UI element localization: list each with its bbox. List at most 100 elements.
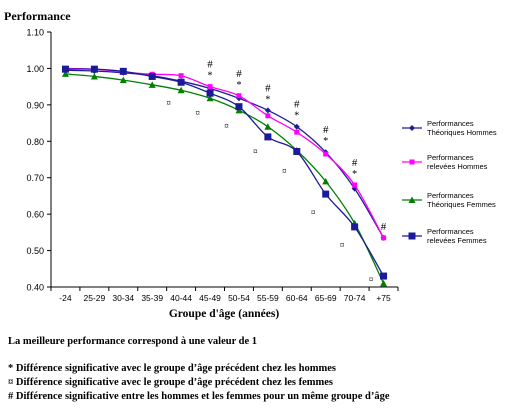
series-1 — [62, 67, 387, 241]
data-point — [235, 103, 243, 111]
y-tick-label: 0.90 — [26, 100, 44, 110]
data-point — [206, 94, 214, 102]
male-significance-mark: * — [265, 94, 270, 105]
data-point — [380, 272, 388, 280]
female-significance-mark: ¤ — [340, 240, 345, 250]
y-tick-label: 0.40 — [26, 283, 44, 293]
female-significance-mark: ¤ — [224, 121, 229, 131]
data-point — [90, 72, 98, 80]
legend-swatch-marker — [409, 159, 415, 165]
note-female-significance: ¤ Différence significative avec le group… — [8, 377, 334, 388]
sex-difference-mark: # — [323, 124, 329, 136]
x-tick-label: +75 — [376, 293, 391, 303]
series-4 — [61, 65, 388, 280]
data-point — [264, 133, 272, 141]
data-point — [148, 81, 156, 88]
data-point — [265, 113, 271, 119]
legend-label: Performances relevées Femmes — [427, 227, 487, 245]
data-point — [177, 86, 185, 94]
x-tick-label: 35-39 — [141, 293, 163, 303]
female-significance-mark: ¤ — [253, 146, 258, 156]
data-point — [148, 72, 156, 80]
y-tick-label: 1.00 — [26, 64, 44, 74]
female-significance-mark: ¤ — [369, 275, 374, 285]
note-sex-difference: # Différence significative entre les hom… — [8, 391, 390, 402]
data-point — [207, 84, 213, 90]
legend-item: Performances relevées Femmes — [402, 227, 487, 245]
data-point — [178, 73, 184, 79]
data-point — [294, 129, 300, 135]
y-tick-label: 0.50 — [26, 246, 44, 256]
chart-title: Performance — [4, 9, 71, 23]
series-2 — [62, 65, 387, 241]
male-significance-mark: * — [323, 136, 328, 147]
sex-difference-mark: # — [265, 82, 271, 94]
data-point — [322, 177, 330, 185]
series-line — [65, 67, 385, 239]
data-point — [119, 67, 127, 75]
y-tick-label: 1.10 — [26, 28, 44, 38]
data-point — [206, 89, 214, 97]
data-point — [380, 279, 388, 287]
series-line — [65, 73, 385, 284]
series-line — [65, 68, 385, 277]
female-significance-mark: ¤ — [282, 166, 287, 176]
y-tick-label: 0.60 — [26, 210, 44, 220]
male-significance-mark: * — [208, 71, 213, 82]
data-point — [61, 65, 69, 73]
legend-swatch-marker — [409, 125, 415, 131]
male-significance-mark: * — [236, 80, 241, 91]
sex-difference-mark: # — [207, 59, 213, 71]
note-male-significance: * Différence significative avec le group… — [8, 363, 336, 374]
data-point — [322, 190, 330, 198]
x-axis-label: Groupe d'âge (années) — [169, 308, 279, 320]
sex-difference-mark: # — [352, 157, 358, 169]
y-tick-label: 0.80 — [26, 137, 44, 147]
x-tick-label: 50-54 — [228, 293, 250, 303]
data-point — [264, 123, 272, 130]
data-point — [381, 235, 387, 241]
female-significance-mark: ¤ — [195, 108, 200, 118]
x-tick-label: 30-34 — [112, 293, 134, 303]
x-tick-label: 70-74 — [344, 293, 366, 303]
legend-item: Performances relevées Hommes — [402, 153, 488, 171]
data-point — [61, 70, 69, 77]
x-tick-label: 55-59 — [257, 293, 279, 303]
x-tick-label: 60-64 — [286, 293, 308, 303]
x-tick-label: 65-69 — [315, 293, 337, 303]
legend-swatch-marker — [408, 232, 416, 240]
sex-difference-mark: # — [294, 99, 300, 111]
sex-difference-mark: # — [236, 68, 242, 80]
x-tick-label: 45-49 — [199, 293, 221, 303]
female-significance-mark: ¤ — [311, 207, 316, 217]
data-point — [119, 76, 127, 84]
legend-label: Performances relevées Hommes — [427, 153, 488, 171]
sex-difference-mark: # — [381, 221, 387, 233]
note-best-performance: La meilleure performance correspond à un… — [8, 336, 258, 347]
male-significance-mark: * — [294, 111, 299, 122]
legend-item: Performances Théoriques Hommes — [402, 119, 497, 137]
x-tick-label: 40-44 — [170, 293, 192, 303]
x-tick-label: 25-29 — [84, 293, 106, 303]
data-point — [264, 107, 271, 114]
female-significance-mark: ¤ — [166, 98, 171, 108]
data-point — [90, 65, 98, 73]
data-point — [293, 147, 301, 155]
legend-label: Performances Théoriques Hommes — [427, 119, 497, 137]
data-point — [352, 182, 358, 188]
y-tick-label: 0.70 — [26, 173, 44, 183]
data-point — [293, 123, 300, 130]
male-significance-mark: * — [352, 169, 357, 180]
series-3 — [61, 70, 388, 287]
legend-item: Performances Théoriques Femmes — [402, 191, 496, 209]
legend-label: Performances Théoriques Femmes — [427, 191, 496, 209]
legend-swatch-marker — [408, 196, 416, 203]
data-point — [177, 78, 185, 86]
series-line — [65, 69, 385, 239]
data-point — [236, 93, 242, 99]
x-tick-label: -24 — [59, 293, 72, 303]
data-point — [351, 223, 359, 231]
data-point — [323, 151, 329, 157]
